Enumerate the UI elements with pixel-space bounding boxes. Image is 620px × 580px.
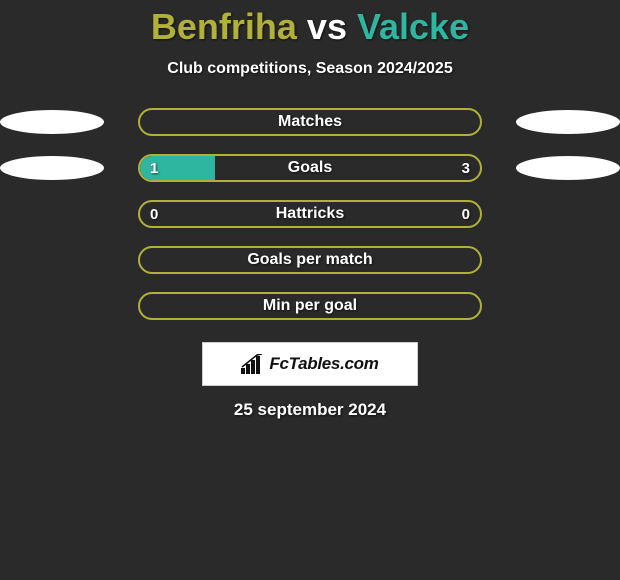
stat-bar: 1Goals3 [138, 154, 482, 182]
stat-bar: Matches [138, 108, 482, 136]
right-ellipse [516, 110, 620, 134]
stats-container: Matches 1Goals3 0Hattricks0 Goals per match… [0, 78, 620, 320]
main-container: Benfriha vs Valcke Club competitions, Se… [0, 0, 620, 420]
left-ellipse [0, 156, 104, 180]
date-text: 25 september 2024 [234, 400, 386, 420]
stats-row: Min per goal [0, 292, 620, 320]
stat-value-right: 0 [462, 206, 470, 223]
stats-row: 1Goals3 [0, 154, 620, 182]
right-ellipse [516, 156, 620, 180]
subtitle: Club competitions, Season 2024/2025 [167, 60, 452, 78]
stat-bar: Goals per match [138, 246, 482, 274]
stat-bar: Min per goal [138, 292, 482, 320]
stats-row: Goals per match [0, 246, 620, 274]
page-title: Benfriha vs Valcke [151, 6, 469, 48]
stats-row: Matches [0, 108, 620, 136]
stat-value-right: 3 [462, 160, 470, 177]
stat-bar: 0Hattricks0 [138, 200, 482, 228]
brand-box: FcTables.com [202, 342, 418, 386]
stat-label: Goals per match [140, 251, 480, 269]
left-ellipse [0, 110, 104, 134]
player1-name: Benfriha [151, 6, 297, 47]
stats-row: 0Hattricks0 [0, 200, 620, 228]
brand-text: FcTables.com [269, 354, 378, 374]
stat-label: Hattricks [140, 205, 480, 223]
vs-text: vs [307, 6, 347, 47]
stat-label: Goals [140, 159, 480, 177]
stat-label: Matches [140, 113, 480, 131]
stat-label: Min per goal [140, 297, 480, 315]
bar-chart-icon [241, 354, 265, 374]
player2-name: Valcke [357, 6, 469, 47]
